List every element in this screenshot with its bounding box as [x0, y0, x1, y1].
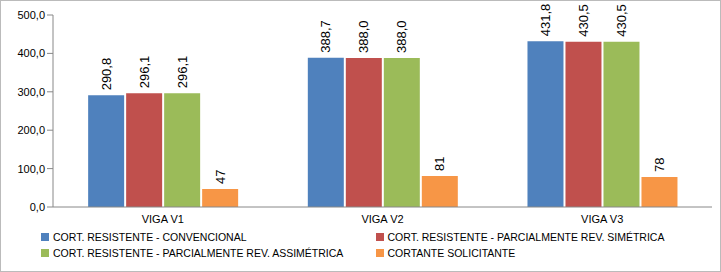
html-text:CORT. RESISTENTE - PARCIALMENT: CORT. RESISTENTE - PARCIALMENTE REV. ASS…	[53, 247, 344, 259]
svg-text:200,0: 200,0	[17, 124, 45, 136]
svg-text:500,0: 500,0	[17, 9, 45, 21]
html-text:CORTANTE SOLICITANTE: CORTANTE SOLICITANTE	[387, 247, 516, 259]
svg-text:81: 81	[432, 156, 447, 170]
svg-text:VIGA V3: VIGA V3	[581, 213, 623, 225]
svg-text:300,0: 300,0	[17, 86, 45, 98]
html-text:CORT. RESISTENTE - CONVENCIONA: CORT. RESISTENTE - CONVENCIONAL	[53, 231, 247, 243]
svg-text:47: 47	[213, 169, 228, 183]
svg-text:0,0: 0,0	[30, 201, 45, 213]
svg-text:388,0: 388,0	[356, 20, 371, 53]
svg-text:296,1: 296,1	[137, 56, 152, 89]
svg-text:430,5: 430,5	[576, 4, 591, 37]
svg-text:VIGA V2: VIGA V2	[361, 213, 403, 225]
svg-text:388,7: 388,7	[318, 20, 333, 53]
svg-text:296,1: 296,1	[175, 56, 190, 89]
svg-text:VIGA V1: VIGA V1	[142, 213, 184, 225]
svg-text:100,0: 100,0	[17, 163, 45, 175]
svg-text:388,0: 388,0	[394, 20, 409, 53]
svg-text:431,8: 431,8	[538, 4, 553, 37]
html-text:CORT. RESISTENTE - PARCIALMENT: CORT. RESISTENTE - PARCIALMENTE REV. SIM…	[387, 231, 665, 243]
svg-text:400,0: 400,0	[17, 47, 45, 59]
svg-text:430,5: 430,5	[614, 4, 629, 37]
svg-text:290,8: 290,8	[99, 58, 114, 91]
svg-text:78: 78	[652, 158, 667, 172]
